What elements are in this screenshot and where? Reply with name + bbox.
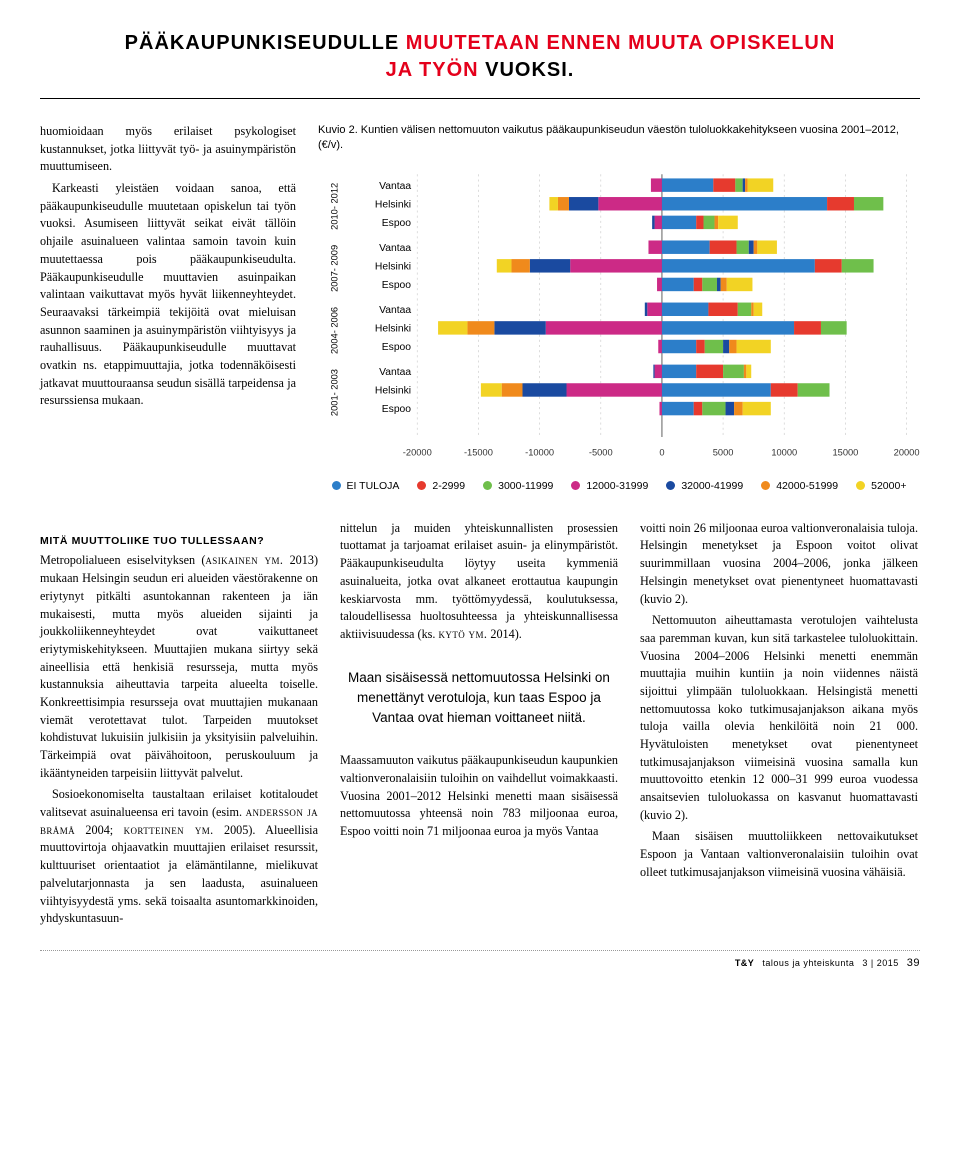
pull-quote: Maan sisäisessä nettomuutossa Helsinki o… xyxy=(340,658,618,739)
svg-text:-20000: -20000 xyxy=(403,447,432,457)
svg-text:Helsinki: Helsinki xyxy=(375,385,411,396)
svg-text:Espoo: Espoo xyxy=(382,218,412,229)
svg-text:Vantaa: Vantaa xyxy=(379,305,411,316)
column-1: MITÄ MUUTTOLIIKE TUO TULLESSAAN? Metropo… xyxy=(40,520,318,932)
svg-text:2001- 2003: 2001- 2003 xyxy=(330,369,340,416)
svg-text:Espoo: Espoo xyxy=(382,342,412,353)
svg-text:0: 0 xyxy=(659,447,664,457)
chart-diverging-bar: -20000 -15000 -10000 -5000 0 5000 10000 15000 20… xyxy=(318,166,920,466)
svg-text:2007- 2009: 2007- 2009 xyxy=(330,245,340,292)
figure-caption: Kuvio 2. Kuntien välisen nettomuuton vai… xyxy=(318,123,920,154)
headline-part: JA TYÖN xyxy=(386,59,486,81)
para: Sosioekonomiselta taustaltaan erilaiset … xyxy=(40,786,318,928)
footer-page: 39 xyxy=(907,957,920,969)
para: nittelun ja muiden yhteiskunnallisten pr… xyxy=(340,520,618,644)
page-footer: T&Y talous ja yhteiskunta 3 | 2015 39 xyxy=(40,950,920,969)
column-2: nittelun ja muiden yhteiskunnallisten pr… xyxy=(340,520,618,932)
headline-part: PÄÄKAUPUNKISEUDULLE xyxy=(125,32,406,54)
column-3: voitti noin 26 miljoonaa euroa valtionve… xyxy=(640,520,918,932)
footer-title: talous ja yhteiskunta xyxy=(762,958,854,968)
page-headline: PÄÄKAUPUNKISEUDULLE MUUTETAAN ENNEN MUUT… xyxy=(40,30,920,84)
svg-text:-15000: -15000 xyxy=(464,447,493,457)
rule xyxy=(40,98,920,99)
svg-text:Helsinki: Helsinki xyxy=(375,323,411,334)
svg-text:Vantaa: Vantaa xyxy=(379,367,411,378)
body-text: huomioidaan myös erilaiset psykologiset … xyxy=(40,123,296,410)
svg-text:Espoo: Espoo xyxy=(382,280,412,291)
headline-part: MUUTETAAN ENNEN MUUTA OPISKELUN xyxy=(406,32,836,54)
para: Maassamuuton vaikutus pääkaupunkiseudun … xyxy=(340,752,618,840)
para: Maan sisäisen muuttoliikkeen nettovaikut… xyxy=(640,828,918,881)
para: Metropolialueen esiselvityksen (asikaine… xyxy=(40,552,318,782)
para: Karkeasti yleistäen voidaan sanoa, että … xyxy=(40,180,296,410)
headline-part: VUOKSI. xyxy=(485,59,574,81)
svg-text:Vantaa: Vantaa xyxy=(379,243,411,254)
svg-text:2010- 2012: 2010- 2012 xyxy=(330,183,340,230)
svg-text:-10000: -10000 xyxy=(525,447,554,457)
svg-text:Helsinki: Helsinki xyxy=(375,261,411,272)
svg-text:2004- 2006: 2004- 2006 xyxy=(330,307,340,354)
svg-text:15000: 15000 xyxy=(832,447,858,457)
subhead: MITÄ MUUTTOLIIKE TUO TULLESSAAN? xyxy=(40,534,318,549)
para: voitti noin 26 miljoonaa euroa valtionve… xyxy=(640,520,918,608)
chart-legend: EI TULOJA2-29993000-1199912000-319993200… xyxy=(318,480,920,492)
footer-issue: 3 | 2015 xyxy=(862,958,898,968)
svg-text:-5000: -5000 xyxy=(589,447,613,457)
svg-text:5000: 5000 xyxy=(713,447,734,457)
svg-text:Espoo: Espoo xyxy=(382,404,412,415)
para: huomioidaan myös erilaiset psykologiset … xyxy=(40,123,296,176)
svg-text:20000: 20000 xyxy=(894,447,920,457)
svg-text:10000: 10000 xyxy=(771,447,797,457)
para: Nettomuuton aiheuttamasta verotulojen va… xyxy=(640,612,918,824)
svg-text:Vantaa: Vantaa xyxy=(379,181,411,192)
footer-mag: T&Y xyxy=(735,958,755,968)
svg-text:Helsinki: Helsinki xyxy=(375,199,411,210)
